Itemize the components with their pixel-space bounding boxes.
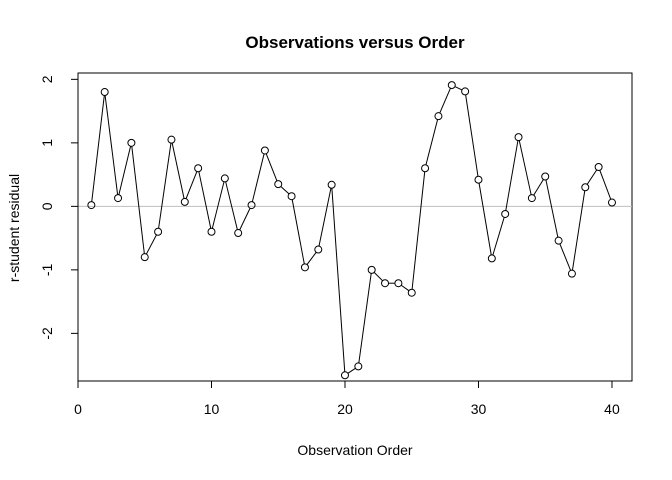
series-segment — [318, 188, 332, 247]
data-point — [474, 175, 483, 184]
data-point — [394, 279, 403, 288]
series-segment — [91, 95, 105, 202]
y-tick-label: 0 — [39, 202, 55, 210]
series-segment — [599, 170, 612, 200]
data-point — [434, 112, 443, 121]
data-point — [461, 87, 470, 96]
series-segment — [198, 171, 212, 229]
x-tick-label: 10 — [204, 401, 220, 417]
series-segment — [505, 140, 519, 211]
series-segment — [571, 190, 586, 271]
data-point — [581, 183, 590, 192]
data-point — [287, 192, 296, 201]
y-tick-label: 1 — [39, 139, 55, 147]
data-point — [234, 229, 243, 238]
y-axis: -2 -1 0 1 2 — [39, 75, 79, 340]
data-point — [154, 227, 163, 236]
series-segment — [400, 284, 410, 292]
series-segment — [280, 186, 290, 195]
y-tick-label: -2 — [39, 327, 55, 340]
data-point — [314, 245, 323, 254]
series-segment — [425, 119, 439, 165]
data-point — [260, 146, 269, 155]
data-point — [274, 180, 283, 189]
data-point — [527, 194, 536, 203]
series-segment — [478, 183, 492, 256]
series-segment — [533, 179, 544, 196]
data-point — [447, 81, 456, 90]
data-point — [487, 254, 496, 263]
data-point — [407, 288, 416, 297]
data-point — [167, 135, 176, 144]
data-point — [300, 263, 309, 272]
series-segment — [586, 169, 598, 185]
series-segment — [306, 252, 317, 265]
data-point — [87, 201, 96, 210]
series-segment — [265, 153, 278, 182]
data-point — [194, 164, 203, 173]
data-point — [220, 174, 229, 183]
data-point — [501, 209, 510, 218]
data-point — [381, 279, 390, 288]
data-point — [100, 88, 109, 97]
data-point — [421, 164, 430, 173]
series-segment — [171, 142, 185, 199]
x-axis-label: Observation Order — [297, 442, 412, 458]
data-point — [127, 138, 136, 147]
series-segment — [131, 146, 145, 254]
data-point — [180, 197, 189, 206]
data-point — [367, 265, 376, 274]
series-segment — [225, 181, 238, 230]
series-segment — [104, 95, 119, 195]
data-point — [541, 172, 550, 181]
y-tick-label: 2 — [39, 75, 55, 83]
series-segment — [118, 146, 132, 195]
plot-box — [77, 72, 633, 382]
data-point — [207, 227, 216, 236]
series-segment — [545, 179, 559, 238]
data-point — [554, 236, 563, 245]
series-segment — [559, 243, 572, 271]
x-axis: 0 10 20 30 40 — [74, 380, 620, 417]
y-tick-label: -1 — [39, 263, 55, 276]
series-segment — [439, 88, 451, 114]
x-tick-label: 20 — [337, 401, 353, 417]
series-segment — [373, 271, 383, 282]
series-layer — [87, 81, 616, 380]
x-tick-label: 0 — [74, 401, 82, 417]
series-segment — [291, 199, 305, 264]
series-segment — [347, 367, 356, 374]
x-tick-label: 40 — [604, 401, 620, 417]
data-point — [140, 253, 149, 262]
y-axis-label: r-student residual — [6, 174, 22, 282]
series-segment — [158, 143, 172, 229]
series-segment — [211, 181, 225, 229]
data-point — [114, 194, 123, 203]
series-segment — [145, 234, 157, 255]
series-segment — [465, 94, 479, 177]
data-point — [594, 162, 603, 171]
series-segment — [239, 208, 251, 231]
series-segment — [492, 217, 505, 256]
data-point — [354, 362, 363, 371]
data-point — [340, 371, 349, 380]
series-segment — [454, 86, 463, 91]
x-tick-label: 30 — [471, 401, 487, 417]
data-point — [567, 269, 576, 278]
series-segment — [251, 153, 265, 202]
data-point — [247, 201, 256, 210]
series-segment — [331, 188, 346, 372]
chart-title: Observations versus Order — [245, 33, 465, 52]
series-segment — [185, 171, 198, 199]
data-point — [327, 180, 336, 189]
series-segment — [411, 171, 426, 290]
series-segment — [518, 140, 532, 195]
series-segment — [358, 273, 372, 363]
data-point — [514, 133, 523, 142]
data-point — [607, 198, 616, 207]
